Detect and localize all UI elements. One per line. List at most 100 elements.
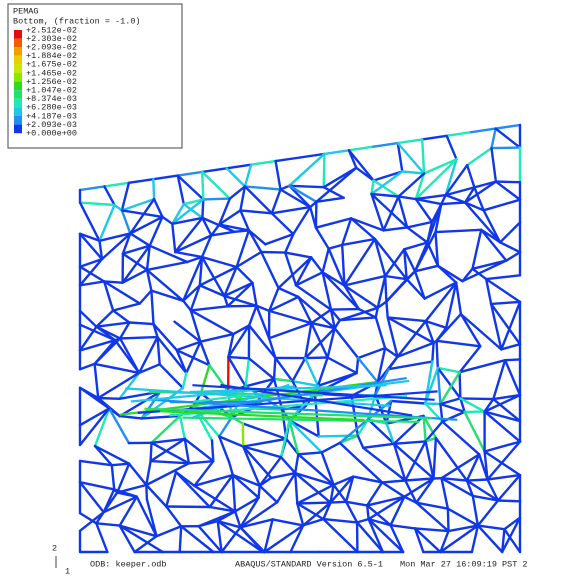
mesh-edge [120, 338, 139, 373]
mesh-edge [178, 172, 202, 176]
mesh-edge [385, 276, 386, 302]
mesh-edge [120, 337, 157, 338]
mesh-edge [438, 368, 441, 404]
mesh-edge [228, 357, 249, 358]
mesh-edge [438, 266, 463, 281]
mesh-edge [382, 481, 405, 483]
mesh-edge [98, 373, 139, 398]
mesh-edge [351, 218, 383, 230]
mesh-edge [202, 199, 203, 218]
mesh-edge [146, 485, 166, 507]
mesh-edge [496, 125, 520, 129]
mesh-edge [316, 202, 317, 228]
mesh-edge [447, 136, 457, 160]
mesh-edge [162, 217, 172, 224]
mesh-edge [473, 496, 478, 526]
mesh-edge [151, 291, 153, 325]
mesh-edge [122, 210, 130, 233]
mesh-edge [261, 252, 278, 288]
mesh-edge [346, 502, 357, 523]
mesh-edge [486, 279, 520, 302]
mesh-edge [202, 172, 203, 200]
triad-horizontal: 1 [65, 566, 70, 576]
mesh-edge [285, 253, 311, 258]
mesh-edge [259, 486, 260, 498]
mesh-edge [437, 341, 481, 347]
mesh-edge [331, 309, 359, 310]
mesh-edge [492, 148, 496, 182]
mesh-edge [100, 205, 115, 241]
mesh-edge [293, 207, 310, 234]
mesh-edge [80, 311, 96, 327]
mesh-edge [442, 478, 448, 509]
mesh-edge [269, 323, 311, 338]
mesh-edge [506, 252, 520, 260]
mesh-edge [484, 200, 520, 211]
mesh-edge [358, 348, 385, 358]
mesh-edge [277, 473, 295, 502]
mesh-edge [272, 190, 281, 214]
legend-swatch [14, 107, 22, 116]
mesh-edge [276, 161, 281, 189]
mesh-edge [227, 168, 245, 186]
legend-swatch [14, 47, 22, 56]
mesh-edge [311, 257, 322, 272]
legend-swatch [14, 125, 22, 134]
mesh-edge [104, 186, 114, 205]
mesh-edge [200, 334, 233, 342]
mesh-edge [295, 454, 298, 473]
legend-swatch [14, 64, 22, 73]
mesh-edge [104, 183, 128, 187]
mesh-edge [180, 526, 182, 552]
mesh-edge [260, 486, 277, 503]
mesh-edge [130, 234, 149, 246]
footer-odb: ODB: keeper.odb [90, 559, 167, 569]
mesh-edge [229, 462, 233, 475]
legend-swatch [14, 73, 22, 82]
mesh-edge [117, 485, 146, 493]
mesh-edge [436, 230, 482, 232]
mesh-edge [456, 283, 461, 315]
mesh-edge [113, 311, 129, 323]
mesh-edge [496, 182, 520, 183]
mesh-edge [391, 525, 404, 552]
mesh-edge [297, 503, 330, 504]
mesh-edge [233, 475, 235, 511]
mesh-edge [115, 205, 122, 210]
mesh-edge [183, 373, 186, 388]
mesh-edge [363, 444, 394, 448]
mesh-edge [394, 441, 426, 443]
mesh-edge [505, 359, 520, 360]
mesh-edge [329, 245, 343, 249]
legend-level: +0.000e+00 [26, 128, 77, 138]
footer-date: Mon Mar 27 16:09:19 PST 2 [400, 559, 528, 569]
mesh-edge [357, 522, 383, 552]
mesh-edge [391, 525, 415, 528]
mesh-edge [311, 323, 327, 357]
mesh-edge [399, 197, 416, 200]
mesh-edge [112, 465, 114, 489]
mesh-edge [245, 165, 251, 187]
mesh-edge [142, 392, 161, 419]
mesh-edge [129, 179, 153, 183]
mesh-edge [295, 473, 297, 503]
mesh-edge [416, 479, 433, 503]
mesh-edge [318, 358, 328, 386]
mesh-edge [80, 408, 109, 445]
mesh-edge [425, 404, 440, 405]
mesh-edge [237, 267, 253, 283]
mesh-edge [140, 291, 152, 304]
mesh-edge [440, 404, 464, 412]
mesh-edge [373, 143, 398, 147]
mesh-edge [357, 358, 359, 373]
mesh-edge [172, 224, 175, 252]
mesh-edge [272, 207, 310, 213]
mesh-edge [335, 328, 358, 358]
viewport: PEMAG Bottom, (fraction = -1.0) +2.512e-… [0, 0, 562, 576]
mesh-edge [488, 475, 521, 479]
mesh-edge [153, 176, 178, 180]
mesh-edge [491, 302, 520, 304]
mesh-edge [389, 362, 433, 370]
mesh-edge [123, 246, 150, 283]
mesh-edge [260, 457, 281, 486]
